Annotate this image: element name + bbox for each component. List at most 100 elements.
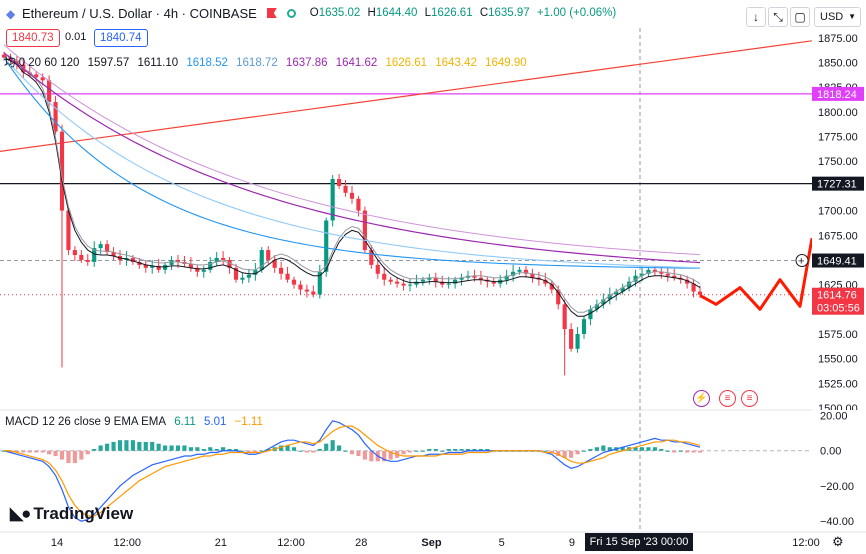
candle-body	[395, 281, 400, 284]
candle-body	[285, 273, 290, 280]
ma-legend[interactable]: 均 0 20 60 120 1597.57 1611.10 1618.52 16…	[4, 54, 532, 70]
candle-body	[246, 274, 251, 278]
macd-histogram-bar	[240, 450, 245, 452]
time-tick-label: 9	[569, 537, 575, 549]
macd-pane	[0, 420, 812, 522]
candle-body	[420, 279, 425, 282]
sell-price-button[interactable]: 1840.73	[6, 29, 60, 47]
candle-body	[433, 277, 438, 282]
candle-body	[356, 198, 361, 211]
price-tick-label: 1800.00	[818, 107, 858, 119]
candle-body	[530, 273, 535, 278]
macd-histogram-bar	[382, 450, 387, 462]
down-arrow-icon[interactable]: ↓	[746, 7, 766, 27]
time-tick-label: Sep	[421, 537, 441, 549]
candle-body	[105, 244, 110, 253]
price-label: 1818.24	[817, 89, 857, 101]
price-label-bg	[812, 300, 864, 315]
candle-body	[311, 291, 316, 295]
ma-value: 1597.57	[87, 57, 130, 69]
macd-histogram-bar	[685, 450, 690, 453]
candle-body	[130, 257, 135, 262]
macd-histogram-bar	[72, 450, 77, 464]
candle-body	[317, 271, 322, 295]
us-flag-icon[interactable]: ≡	[719, 390, 736, 407]
candle-body	[459, 277, 464, 280]
ma-legend-label: 均 0 20 60 120	[4, 57, 80, 69]
candle-body	[685, 279, 690, 284]
price-label: 1614.76	[817, 290, 857, 302]
macd-hist-value: 6.11	[174, 416, 196, 428]
candle-body	[382, 273, 387, 280]
expand-icon[interactable]: ⤡	[768, 7, 788, 27]
candle-body	[266, 250, 271, 260]
macd-histogram-bar	[478, 448, 483, 451]
macd-histogram-bar	[266, 448, 271, 451]
buy-price-button[interactable]: 1840.74	[94, 29, 148, 47]
candle-body	[304, 289, 309, 292]
ma-line-lightblue	[3, 57, 701, 269]
candle-body	[214, 257, 219, 262]
macd-histogram-bar	[388, 450, 393, 460]
candle-body	[324, 220, 329, 272]
macd-histogram-bar	[124, 440, 129, 451]
gear-icon[interactable]: ⚙	[832, 534, 844, 549]
low-value: 1626.61	[431, 7, 473, 19]
candle-body	[601, 299, 606, 305]
ma-line-gray	[3, 53, 701, 313]
ma-line-black	[3, 57, 701, 317]
candle-body	[504, 275, 509, 280]
macd-histogram-bar	[652, 447, 657, 451]
macd-histogram-bar	[665, 450, 670, 452]
macd-histogram-bar	[324, 443, 329, 451]
open-value: 1635.02	[318, 7, 361, 19]
macd-histogram-bar	[47, 450, 52, 455]
candle-body	[659, 271, 664, 274]
candle-body	[594, 304, 599, 310]
macd-histogram-bar	[298, 450, 303, 452]
tradingview-logo[interactable]: ◣● TradingView	[10, 504, 133, 524]
window-icon[interactable]: ▢	[790, 7, 810, 27]
macd-histogram-bar	[427, 448, 432, 451]
us-flag-icon[interactable]: ≡	[741, 390, 758, 407]
candle-body	[697, 291, 703, 295]
candle-body	[614, 291, 619, 295]
time-tick-label: 28	[355, 537, 367, 549]
price-tick-label: 1775.00	[818, 132, 858, 144]
ma-value: 1626.61	[385, 57, 428, 69]
macd-legend-label: MACD 12 26 close 9 EMA EMA	[5, 416, 167, 428]
candle-body	[581, 319, 587, 334]
candle-body	[517, 269, 522, 272]
candle-body	[549, 283, 554, 290]
price-tick-label: 1575.00	[818, 329, 858, 341]
macd-signal-value: −1.11	[234, 416, 263, 428]
spread-value: 0.01	[65, 31, 87, 43]
macd-histogram-bar	[208, 447, 213, 451]
macd-histogram-bar	[543, 450, 548, 452]
macd-legend[interactable]: MACD 12 26 close 9 EMA EMA 6.11 5.01 −1.…	[5, 416, 268, 428]
flag-icon[interactable]	[266, 8, 277, 18]
lightning-icon[interactable]: ⚡	[693, 390, 710, 407]
moving-averages	[3, 44, 701, 317]
macd-histogram-bar	[472, 448, 477, 451]
candle-body	[111, 252, 116, 256]
price-tick-label: 1675.00	[818, 230, 858, 242]
candle-body	[575, 333, 580, 349]
macd-histogram-bar	[259, 450, 264, 452]
candle-body	[34, 74, 39, 78]
horizontal-lines	[0, 93, 812, 185]
symbol-title[interactable]: Ethereum / U.S. Dollar · 4h · COINBASE	[22, 5, 257, 21]
candle-body	[79, 255, 84, 260]
macd-histogram-bar	[117, 440, 123, 451]
macd-histogram-bar	[697, 450, 703, 453]
brand-label: TradingView	[33, 504, 134, 523]
candle-body	[150, 265, 155, 268]
ma-line-purple	[3, 52, 701, 264]
price-tick-label: 1700.00	[818, 206, 858, 218]
macd-histogram-bar	[362, 450, 367, 460]
macd-histogram-bar	[601, 445, 606, 451]
add-alert-icon-glyph: +	[798, 256, 804, 268]
currency-select[interactable]: USD ▼	[814, 7, 861, 27]
macd-axis-bg	[812, 410, 866, 532]
